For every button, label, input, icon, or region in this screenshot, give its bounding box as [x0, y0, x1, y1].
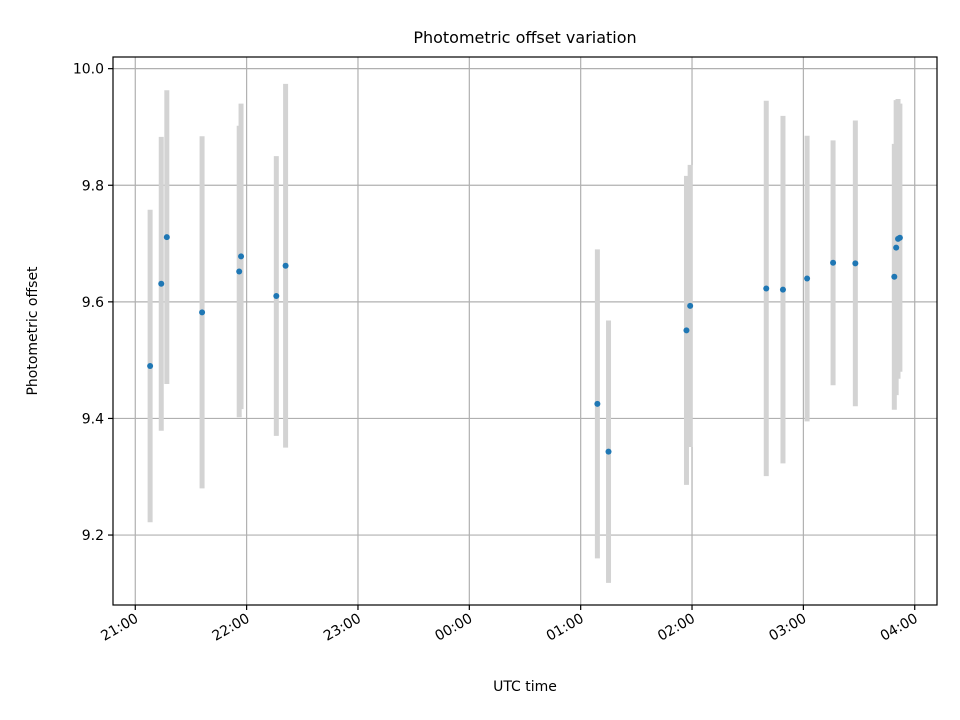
data-points	[147, 234, 903, 455]
data-point	[605, 448, 612, 455]
data-point	[594, 400, 601, 407]
y-tick-label: 9.6	[82, 295, 104, 311]
data-point	[763, 285, 770, 292]
data-point	[893, 244, 900, 251]
data-point	[687, 302, 694, 309]
data-point	[273, 293, 280, 300]
data-point	[804, 275, 811, 282]
error-bars	[147, 83, 903, 583]
x-tick-label: 01:00	[544, 611, 587, 645]
x-tick-label: 22:00	[210, 611, 253, 645]
plot-frame	[112, 56, 938, 606]
x-tick-label: 00:00	[432, 611, 475, 645]
y-tick-label: 9.2	[82, 528, 104, 544]
data-point	[236, 268, 243, 275]
y-tick-label: 10.0	[73, 62, 104, 78]
y-axis-label: Photometric offset	[25, 266, 41, 396]
data-point	[830, 259, 837, 266]
data-point	[891, 273, 898, 280]
data-point	[683, 327, 690, 334]
y-tick-label: 9.4	[82, 411, 104, 427]
x-axis-label: UTC time	[493, 679, 557, 695]
chart-title: Photometric offset variation	[413, 28, 636, 47]
x-tick-label: 03:00	[766, 611, 809, 645]
grid	[113, 57, 937, 605]
data-point	[199, 309, 206, 316]
x-tick-label: 23:00	[321, 611, 364, 645]
x-tick-label: 04:00	[878, 611, 921, 645]
data-point	[158, 280, 165, 287]
data-point	[147, 362, 154, 369]
x-tick-label: 21:00	[98, 611, 141, 645]
data-point	[282, 262, 289, 269]
data-point	[163, 234, 170, 241]
y-tick-label: 9.8	[82, 178, 104, 194]
x-tick-label: 02:00	[655, 611, 698, 645]
data-point	[852, 260, 859, 267]
data-point	[238, 253, 245, 260]
data-point	[779, 286, 786, 293]
data-point	[896, 234, 903, 241]
